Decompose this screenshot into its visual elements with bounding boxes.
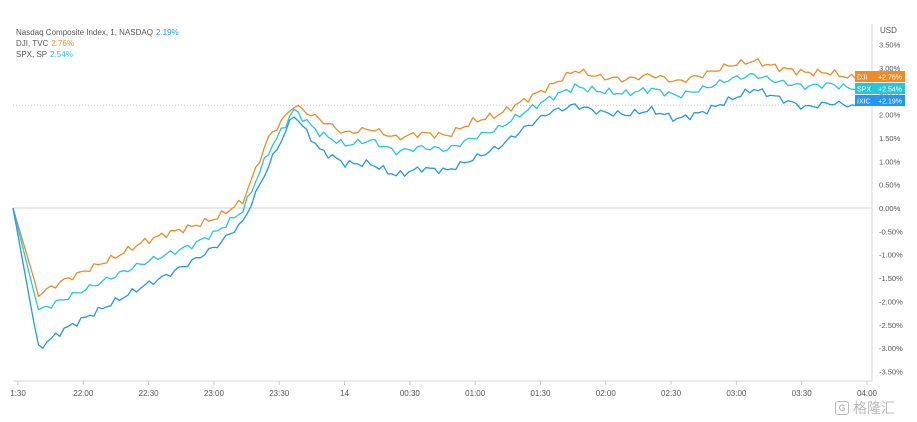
badge-value-dji: +2.76% [878,75,902,82]
x-tick-label: 02:00 [596,389,617,398]
badge-name-dji: DJI [857,75,868,82]
legend-item-nasdaq: Nasdaq Composite Index, 1, NASDAQ 2.19% [16,28,179,37]
x-tick-label: 04:00 [857,389,878,398]
y-tick-label: 0.50% [879,181,901,190]
x-tick-label: 01:30 [530,389,551,398]
y-tick-label: 1.50% [879,134,901,143]
y-tick-label: -1.50% [879,274,903,283]
legend-item-dji: DJI, TVC 2.76% [16,39,74,48]
y-tick-label: 0.00% [879,204,901,213]
y-tick-label: 2.00% [879,111,901,120]
x-tick-label: 1:30 [10,389,26,398]
badge-value-spx: +2.54% [878,87,902,94]
series-line-dji [12,58,857,298]
x-tick-label: 01:00 [465,389,486,398]
legend: Nasdaq Composite Index, 1, NASDAQ 2.19% D… [16,27,179,60]
y-tick-label: -1.00% [879,251,903,260]
x-tick-label: 22:30 [139,389,160,398]
badge-value-ixic: +2.19% [878,99,902,106]
y-tick-label: -3.50% [879,367,903,376]
x-tick-label: 22:00 [73,389,94,398]
y-axis-unit: USD [880,26,897,35]
y-tick-label: -3.00% [879,344,903,353]
badge-name-spx: SPX [857,87,871,94]
x-tick-label: 23:00 [204,389,225,398]
badge-dji [855,71,905,82]
legend-item-spx: SPX, SP 2.54% [16,50,73,59]
watermark: G 格隆汇 [835,398,905,418]
x-tick-label: 03:30 [792,389,813,398]
y-tick-label: -0.50% [879,227,903,236]
badge-ixic [855,95,905,106]
badge-name-ixic: IXIC [857,99,871,106]
y-tick-label: -2.50% [879,321,903,330]
badge-spx [855,83,905,94]
x-tick-label: 03:00 [726,389,747,398]
y-tick-label: 1.00% [879,157,901,166]
y-tick-label: 3.00% [879,64,901,73]
x-tick-label: 02:30 [661,389,682,398]
watermark-text: 格隆汇 [853,400,895,416]
x-tick-label: 23:30 [269,389,290,398]
series-line-ixic [12,88,857,349]
y-tick-label: 3.50% [879,41,901,50]
series-line-spx [12,73,857,311]
x-tick-label: 14 [340,389,349,398]
x-tick-label: 00:30 [400,389,421,398]
y-tick-label: -2.00% [879,297,903,306]
watermark-logo-icon: G [835,401,849,415]
